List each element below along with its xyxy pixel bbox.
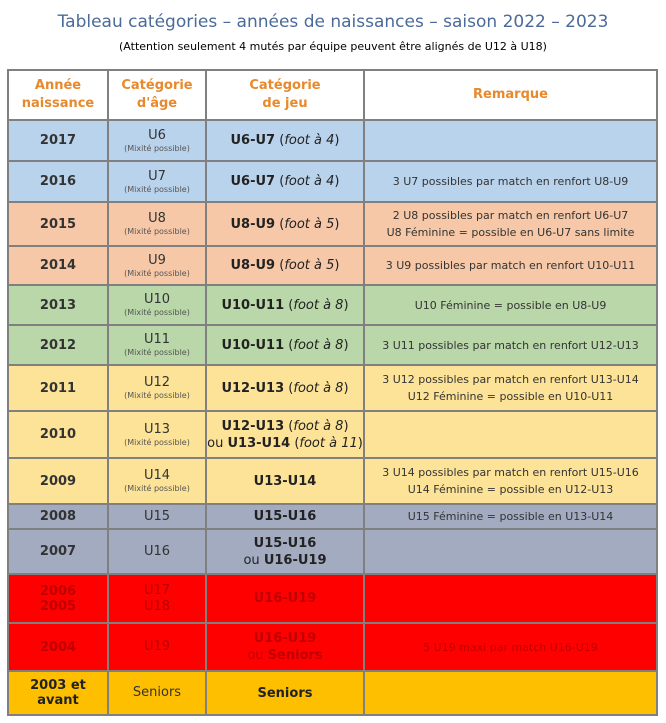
remark-cell: 3 U12 possibles par match en renfort U13… [363,364,658,412]
table-row: 2007 U16 U15-U16 ou U16-U19 [7,528,658,575]
game-category-cell: U10-U11 (foot à 8) [205,324,365,366]
remark-cell: 3 U14 possibles par match en renfort U15… [363,457,658,505]
remark-cell [363,573,658,624]
table-row: 2016 U7 (Mixité possible) U6-U7 (foot à 4) 3… [7,160,658,203]
table-row: 2009 U14 (Mixité possible) U13-U14 3 U14 pos… [7,457,658,505]
game-category-cell: U8-U9 (foot à 5) [205,201,365,247]
year-cell: 2007 [7,528,109,575]
age-category-cell: U14 (Mixité possible) [107,457,207,505]
year-cell: 2012 [7,324,109,366]
game-category-cell: U10-U11 (foot à 8) [205,284,365,326]
year-cell: 2013 [7,284,109,326]
age-category-cell: U15 [107,503,207,530]
age-category-cell: U13 (Mixité possible) [107,410,207,459]
age-category-cell: U10 (Mixité possible) [107,284,207,326]
table-row: 2015 U8 (Mixité possible) U8-U9 (foot à 5) 2… [7,201,658,247]
year-cell: 2011 [7,364,109,412]
age-category-cell: Seniors [107,670,207,716]
age-category-cell: U6 (Mixité possible) [107,119,207,162]
age-category-cell: U17 U18 [107,573,207,624]
table-row: 2008 U15 U15-U16 U15 Féminine = possible en… [7,503,658,530]
year-cell: 2006 2005 [7,573,109,624]
remark-cell: 3 U11 possibles par match en renfort U12… [363,324,658,366]
remark-cell: 3 U7 possibles par match en renfort U8-U… [363,160,658,203]
categories-table: Année naissance Catégorie d'âge Catégori… [7,69,658,716]
page-subtitle: (Attention seulement 4 mutés par équipe … [119,40,547,53]
table-row: 2011 U12 (Mixité possible) U12-U13 (foot à … [7,364,658,412]
game-category-cell: U16-U19 ou Seniors [205,622,365,672]
header-annee: Année naissance [7,69,109,121]
game-category-cell: U15-U16 ou U16-U19 [205,528,365,575]
header-remarque: Remarque [363,69,658,121]
year-cell: 2009 [7,457,109,505]
age-category-cell: U7 (Mixité possible) [107,160,207,203]
year-cell: 2004 [7,622,109,672]
table-row: 2017 U6 (Mixité possible) U6-U7 (foot à 4) [7,119,658,162]
year-cell: 2008 [7,503,109,530]
remark-cell [363,410,658,459]
game-category-cell: U13-U14 [205,457,365,505]
game-category-cell: U12-U13 (foot à 8) [205,364,365,412]
game-category-cell: U6-U7 (foot à 4) [205,160,365,203]
age-category-cell: U12 (Mixité possible) [107,364,207,412]
remark-cell [363,528,658,575]
age-category-cell: U11 (Mixité possible) [107,324,207,366]
table-row: 2004 U19 U16-U19 ou Seniors 5 U19 maxi par m… [7,622,658,672]
game-category-cell: U8-U9 (foot à 5) [205,245,365,286]
year-cell: 2015 [7,201,109,247]
remark-cell: 5 U19 maxi par match U16-U19 [363,622,658,672]
page-title: Tableau catégories – années de naissance… [57,12,609,32]
table-row: 2012 U11 (Mixité possible) U10-U11 (foot à … [7,324,658,366]
year-cell: 2017 [7,119,109,162]
game-category-cell: Seniors [205,670,365,716]
header-categorie-jeu: Catégorie de jeu [205,69,365,121]
remark-cell: 2 U8 possibles par match en renfort U6-U… [363,201,658,247]
header-row: Année naissance Catégorie d'âge Catégori… [7,69,658,121]
game-category-cell: U16-U19 [205,573,365,624]
remark-cell: U10 Féminine = possible en U8-U9 [363,284,658,326]
age-category-cell: U8 (Mixité possible) [107,201,207,247]
table-row: 2013 U10 (Mixité possible) U10-U11 (foot à … [7,284,658,326]
age-category-cell: U16 [107,528,207,575]
game-category-cell: U12-U13 (foot à 8) ou U13-U14 (foot à 11) [205,410,365,459]
remark-cell: U15 Féminine = possible en U13-U14 [363,503,658,530]
table-row: 2010 U13 (Mixité possible) U12-U13 (foot à … [7,410,658,459]
year-cell: 2014 [7,245,109,286]
age-category-cell: U19 [107,622,207,672]
table-row: 2014 U9 (Mixité possible) U8-U9 (foot à 5) 3… [7,245,658,286]
game-category-cell: U15-U16 [205,503,365,530]
remark-cell: 3 U9 possibles par match en renfort U10-… [363,245,658,286]
year-cell: 2016 [7,160,109,203]
remark-cell [363,119,658,162]
game-category-cell: U6-U7 (foot à 4) [205,119,365,162]
table-row: 2006 2005 U17 U18 U16-U19 [7,573,658,624]
year-cell: 2010 [7,410,109,459]
year-cell: 2003 et avant [7,670,109,716]
remark-cell [363,670,658,716]
table-row: 2003 et avant Seniors Seniors [7,670,658,716]
header-categorie-age: Catégorie d'âge [107,69,207,121]
age-category-cell: U9 (Mixité possible) [107,245,207,286]
